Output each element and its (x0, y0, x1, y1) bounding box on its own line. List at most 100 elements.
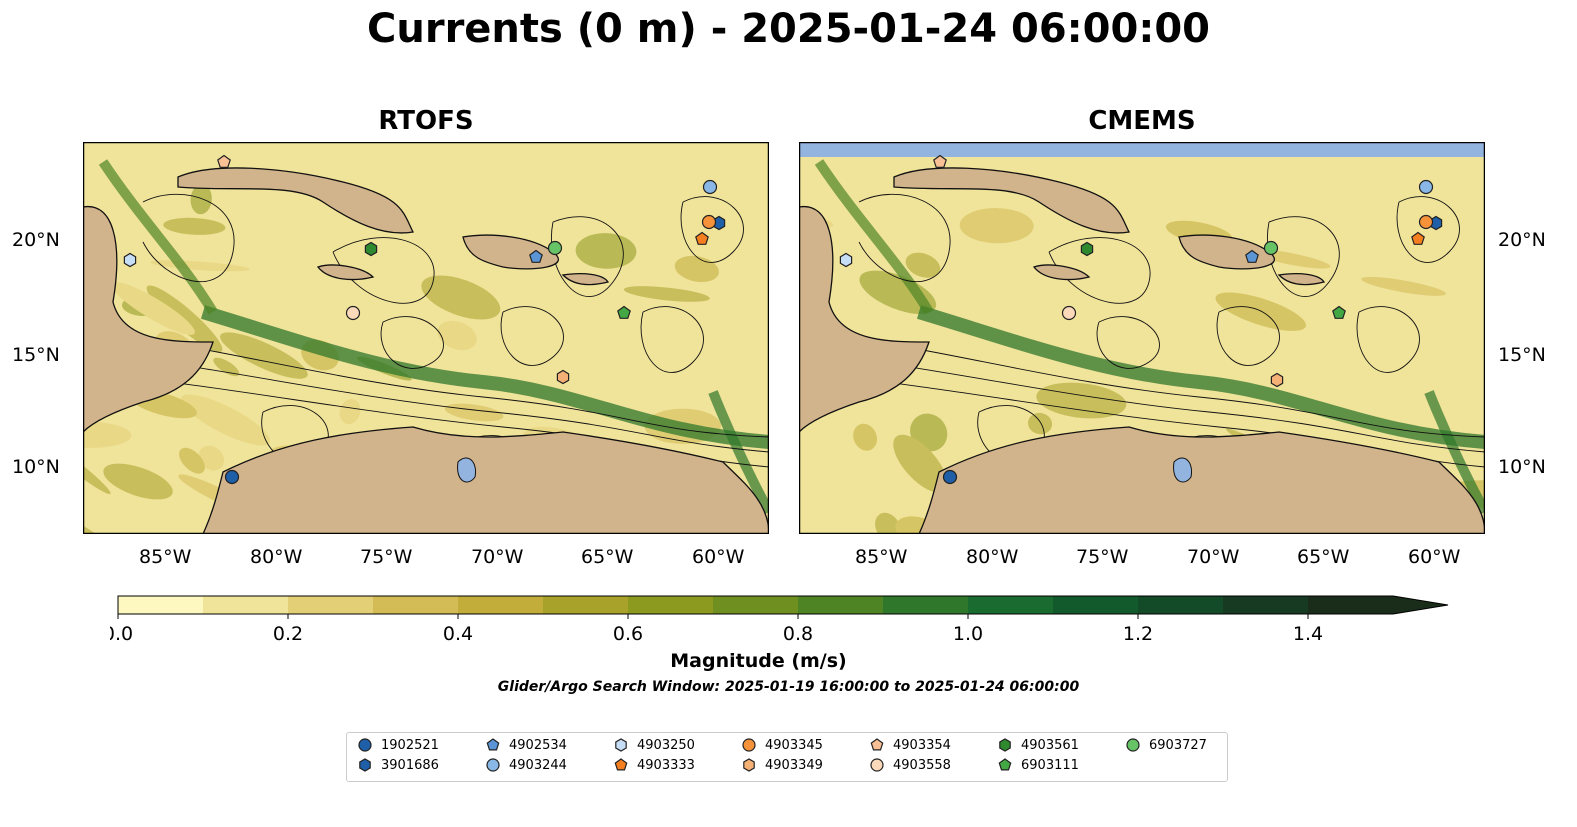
float-marker-6903727[interactable] (547, 240, 563, 256)
float-marker-4903354[interactable] (217, 154, 231, 168)
yucatan-current (814, 159, 934, 315)
float-marker-1902521[interactable] (224, 469, 240, 485)
float-marker-4903345[interactable] (701, 214, 717, 230)
float-marker-4903244[interactable] (702, 179, 718, 195)
legend-marker-pentagon-icon[interactable] (998, 758, 1012, 771)
colorbar-bin (713, 596, 799, 614)
atlantic-inflow (1424, 390, 1485, 515)
float-marker-4903349[interactable] (1270, 372, 1284, 388)
legend-label: 6903727 (1149, 737, 1207, 753)
legend-marker-circle-icon[interactable] (486, 758, 500, 772)
legend-marker-hexagon-icon[interactable] (615, 738, 627, 752)
legend-marker-circle-icon[interactable] (870, 758, 884, 772)
legend-label: 4903558 (893, 757, 951, 773)
legend-item-4903349: 4903349 (741, 757, 823, 773)
float-marker-1902521[interactable] (942, 469, 958, 485)
colorbar-bin (883, 596, 969, 614)
legend-marker-pentagon-icon[interactable] (870, 738, 884, 751)
float-marker-6903111[interactable] (617, 305, 631, 319)
colorbar-bin (1138, 596, 1224, 614)
colorbar-bin (798, 596, 884, 614)
float-marker-4903349[interactable] (556, 369, 570, 385)
legend-item-1902521: 1902521 (357, 737, 439, 753)
colorbar-bin (543, 596, 629, 614)
float-marker-4903354[interactable] (933, 154, 947, 168)
legend-item-4903345: 4903345 (741, 737, 823, 753)
legend-label: 4903561 (1021, 737, 1079, 753)
colorbar-tick-label: 0.2 (273, 623, 303, 645)
x-tick-label-right: 70°W (1187, 546, 1240, 568)
float-marker-4902534[interactable] (1245, 249, 1259, 263)
float-marker-4902534[interactable] (529, 249, 543, 263)
colorbar-label: Magnitude (m/s) (670, 650, 847, 672)
x-tick-label-left: 80°W (250, 546, 303, 568)
legend-label: 4903250 (637, 737, 695, 753)
legend-marker-circle-icon[interactable] (742, 738, 756, 752)
no-data-band (799, 142, 1485, 157)
legend-marker-circle-icon[interactable] (358, 738, 372, 752)
colorbar-bin (373, 596, 459, 614)
colorbar: 0.0 0.2 0.4 0.6 0.8 1.0 1.2 1.4 (110, 595, 1449, 645)
float-marker-4903250[interactable] (123, 252, 137, 268)
legend-label: 4903349 (765, 757, 823, 773)
y-tick-label-right: 10°N (1498, 456, 1546, 478)
legend-label: 4902534 (509, 737, 567, 753)
float-marker-4903558[interactable] (345, 305, 361, 321)
legend-label: 3901686 (381, 757, 439, 773)
legend-item-3901686: 3901686 (357, 757, 439, 773)
colorbar-tick-label: 0.8 (783, 623, 813, 645)
legend-label: 4903333 (637, 757, 695, 773)
x-tick-label-right: 65°W (1297, 546, 1350, 568)
map-panel-cmems[interactable] (799, 142, 1485, 534)
colorbar-tick-label: 1.0 (953, 623, 983, 645)
float-marker-4903250[interactable] (839, 252, 853, 268)
colorbar-bin (1223, 596, 1309, 614)
float-marker-4903244[interactable] (1418, 179, 1434, 195)
colorbar-bin (288, 596, 374, 614)
legend-item-4903333: 4903333 (613, 757, 695, 773)
colorbar-outline (117, 595, 1449, 615)
legend-marker-hexagon-icon[interactable] (999, 738, 1011, 752)
map-frame (83, 142, 769, 534)
x-tick-label-right: 75°W (1076, 546, 1129, 568)
legend-marker-pentagon-icon[interactable] (614, 758, 628, 771)
x-tick-label-left: 65°W (581, 546, 634, 568)
map-frame (799, 142, 1485, 534)
legend-label: 6903111 (1021, 757, 1079, 773)
legend-item-6903111: 6903111 (997, 757, 1079, 773)
float-marker-4903345[interactable] (1418, 214, 1434, 230)
figure-title: Currents (0 m) - 2025-01-24 06:00:00 (367, 6, 1210, 52)
atlantic-inflow (708, 390, 769, 515)
float-marker-6903111[interactable] (1332, 305, 1346, 319)
colorbar-extend-arrow (1393, 596, 1448, 614)
float-marker-4903558[interactable] (1061, 305, 1077, 321)
float-marker-4903333[interactable] (1411, 231, 1425, 245)
legend-item-4903250: 4903250 (613, 737, 695, 753)
legend-label: 4903244 (509, 757, 567, 773)
colorbar-tick-label: 1.2 (1123, 623, 1153, 645)
legend-label: 4903354 (893, 737, 951, 753)
float-marker-4903561[interactable] (364, 241, 378, 257)
y-tick-label-left: 15°N (12, 344, 60, 366)
x-tick-label-left: 60°W (692, 546, 745, 568)
legend-marker-hexagon-icon[interactable] (743, 758, 755, 772)
y-tick-label-left: 10°N (12, 456, 60, 478)
colorbar-bin (458, 596, 544, 614)
float-marker-4903333[interactable] (695, 231, 709, 245)
float-marker-6903727[interactable] (1263, 240, 1279, 256)
legend-marker-circle-icon[interactable] (1126, 738, 1140, 752)
x-tick-label-left: 85°W (139, 546, 192, 568)
float-marker-4903561[interactable] (1080, 241, 1094, 257)
yucatan-current (98, 159, 218, 315)
colorbar-tick-label: 1.4 (1293, 623, 1323, 645)
colorbar-bin (118, 596, 204, 614)
colorbar-bin (1308, 596, 1394, 614)
y-tick-label-right: 15°N (1498, 344, 1546, 366)
legend-marker-hexagon-icon[interactable] (359, 758, 371, 772)
legend-marker-pentagon-icon[interactable] (486, 738, 500, 751)
x-tick-label-right: 85°W (855, 546, 908, 568)
lake-maracaibo (457, 457, 477, 483)
map-panel-rtofs[interactable] (83, 142, 769, 534)
legend-item-4903558: 4903558 (869, 757, 951, 773)
legend-item-6903727: 6903727 (1125, 737, 1207, 753)
